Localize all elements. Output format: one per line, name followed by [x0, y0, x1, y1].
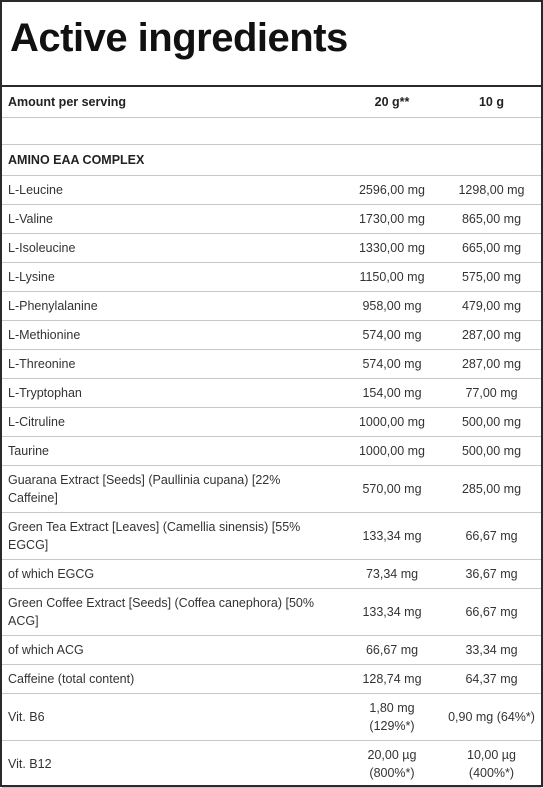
table-row: of which ACG 66,67 mg 33,34 mg [2, 635, 541, 665]
table-row: L-Citruline 1000,00 mg 500,00 mg [2, 407, 541, 437]
ingredient-name: Guarana Extract [Seeds] (Paullinia cupan… [2, 465, 342, 513]
table-header-row: Amount per serving 20 g** 10 g [2, 87, 541, 118]
page-title: Active ingredients [2, 2, 541, 87]
amount-10g: 865,00 mg [442, 204, 541, 234]
ingredient-name: of which ACG [2, 635, 342, 665]
ingredient-name-line2: Caffeine] [8, 491, 58, 505]
amount-10g: 500,00 mg [442, 436, 541, 466]
spacer-row [2, 117, 541, 145]
table-row: L-Valine 1730,00 mg 865,00 mg [2, 204, 541, 234]
section-row: AMINO EAA COMPLEX [2, 144, 541, 176]
amount-20g: 958,00 mg [342, 291, 442, 321]
amount-20g: 2596,00 mg [342, 175, 442, 205]
ingredient-name-line2: EGCG] [8, 538, 49, 552]
amount-20g: 1330,00 mg [342, 233, 442, 263]
amount-20g: 574,00 mg [342, 349, 442, 379]
header-serving-20g: 20 g** [342, 87, 442, 118]
table-row: Guarana Extract [Seeds] (Paullinia cupan… [2, 465, 541, 513]
amount-10g: 500,00 mg [442, 407, 541, 437]
ingredient-name: Caffeine (total content) [2, 664, 342, 694]
ingredient-name: of which EGCG [2, 559, 342, 589]
table-row: L-Threonine 574,00 mg 287,00 mg [2, 349, 541, 379]
section-title: AMINO EAA COMPLEX [2, 144, 541, 176]
amount-10g-line1: 10,00 µg [467, 748, 516, 762]
ingredient-name: Green Tea Extract [Leaves] (Camellia sin… [2, 512, 342, 560]
table-row: Taurine 1000,00 mg 500,00 mg [2, 436, 541, 466]
amount-20g: 1000,00 mg [342, 407, 442, 437]
amount-20g: 66,67 mg [342, 635, 442, 665]
table-row: L-Methionine 574,00 mg 287,00 mg [2, 320, 541, 350]
ingredient-name-line2: ACG] [8, 614, 39, 628]
table-row: L-Tryptophan 154,00 mg 77,00 mg [2, 378, 541, 408]
ingredient-name: Vit. B12 [2, 740, 342, 788]
ingredients-table: Amount per serving 20 g** 10 g AMINO EAA… [2, 87, 541, 788]
amount-10g: 1298,00 mg [442, 175, 541, 205]
amount-20g: 133,34 mg [342, 512, 442, 560]
header-serving-10g: 10 g [442, 87, 541, 118]
amount-10g: 287,00 mg [442, 320, 541, 350]
ingredient-name: L-Leucine [2, 175, 342, 205]
table-row: L-Lysine 1150,00 mg 575,00 mg [2, 262, 541, 292]
table-row: Green Tea Extract [Leaves] (Camellia sin… [2, 512, 541, 560]
amount-10g: 64,37 mg [442, 664, 541, 694]
amount-20g: 570,00 mg [342, 465, 442, 513]
ingredient-name: Vit. B6 [2, 693, 342, 741]
ingredient-name: L-Phenylalanine [2, 291, 342, 321]
amount-10g: 0,90 mg (64%*) [442, 693, 541, 741]
table-row: Vit. B6 1,80 mg (129%*) 0,90 mg (64%*) [2, 693, 541, 741]
ingredient-name: L-Tryptophan [2, 378, 342, 408]
ingredient-name: L-Citruline [2, 407, 342, 437]
amount-10g: 66,67 mg [442, 512, 541, 560]
amount-10g: 33,34 mg [442, 635, 541, 665]
amount-20g: 1000,00 mg [342, 436, 442, 466]
amount-10g: 77,00 mg [442, 378, 541, 408]
ingredient-name: L-Isoleucine [2, 233, 342, 263]
amount-10g: 287,00 mg [442, 349, 541, 379]
amount-20g-line2: (129%*) [369, 719, 415, 733]
amount-10g: 10,00 µg (400%*) [442, 740, 541, 788]
amount-20g: 1730,00 mg [342, 204, 442, 234]
ingredient-name-line1: Green Coffee Extract [Seeds] (Coffea can… [8, 596, 314, 610]
table-row: of which EGCG 73,34 mg 36,67 mg [2, 559, 541, 589]
table-row: Vit. B12 20,00 µg (800%*) 10,00 µg (400%… [2, 740, 541, 788]
amount-20g-line2: (800%*) [369, 766, 415, 780]
ingredient-name: L-Valine [2, 204, 342, 234]
amount-20g-line1: 20,00 µg [367, 748, 417, 762]
ingredient-name-line1: Green Tea Extract [Leaves] (Camellia sin… [8, 520, 301, 534]
ingredient-name: Green Coffee Extract [Seeds] (Coffea can… [2, 588, 342, 636]
amount-10g: 479,00 mg [442, 291, 541, 321]
table-row: Caffeine (total content) 128,74 mg 64,37… [2, 664, 541, 694]
amount-20g: 73,34 mg [342, 559, 442, 589]
ingredient-name: Taurine [2, 436, 342, 466]
amount-20g: 154,00 mg [342, 378, 442, 408]
amount-20g: 20,00 µg (800%*) [342, 740, 442, 788]
ingredient-name: L-Threonine [2, 349, 342, 379]
amount-10g: 285,00 mg [442, 465, 541, 513]
amount-20g: 128,74 mg [342, 664, 442, 694]
ingredient-name: L-Methionine [2, 320, 342, 350]
ingredient-name-line1: Guarana Extract [Seeds] (Paullinia cupan… [8, 473, 281, 487]
amount-20g-line1: 1,80 mg [369, 701, 415, 715]
amount-20g: 1150,00 mg [342, 262, 442, 292]
amount-10g-line2: (400%*) [468, 766, 515, 780]
amount-20g: 133,34 mg [342, 588, 442, 636]
ingredient-name: L-Lysine [2, 262, 342, 292]
amount-20g: 574,00 mg [342, 320, 442, 350]
table-row: Green Coffee Extract [Seeds] (Coffea can… [2, 588, 541, 636]
amount-10g: 665,00 mg [442, 233, 541, 263]
amount-20g: 1,80 mg (129%*) [342, 693, 442, 741]
amount-10g: 575,00 mg [442, 262, 541, 292]
header-label: Amount per serving [2, 87, 342, 118]
table-row: L-Isoleucine 1330,00 mg 665,00 mg [2, 233, 541, 263]
amount-10g: 66,67 mg [442, 588, 541, 636]
table-row: L-Leucine 2596,00 mg 1298,00 mg [2, 175, 541, 205]
table-row: L-Phenylalanine 958,00 mg 479,00 mg [2, 291, 541, 321]
amount-10g: 36,67 mg [442, 559, 541, 589]
